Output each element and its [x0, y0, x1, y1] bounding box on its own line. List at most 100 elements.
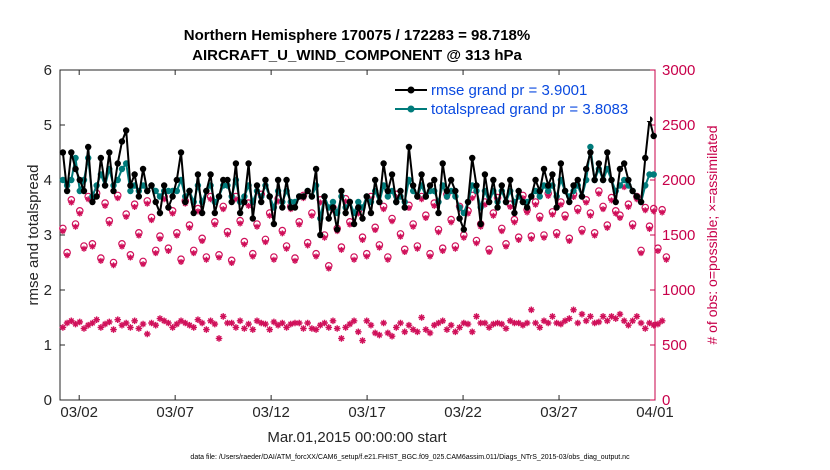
y-axis-left-label: rmse and totalspread — [25, 165, 42, 306]
rmse-point — [405, 143, 413, 151]
obs-assimilated-point — [329, 317, 337, 325]
obs-assimilated-point — [283, 245, 290, 252]
obs-assimilated-point — [72, 223, 79, 230]
rmse-point — [80, 187, 88, 195]
obs-assimilated-point — [477, 319, 484, 327]
rmse-point — [414, 193, 421, 200]
obs-assimilated-point — [490, 320, 497, 328]
obs-assimilated-point — [173, 320, 181, 328]
rmse-point — [393, 198, 400, 206]
obs-assimilated-point — [359, 236, 366, 243]
obs-assimilated-point — [485, 324, 493, 331]
obs-assimilated-point — [296, 221, 303, 228]
x-tick-label: 03/02 — [60, 404, 98, 421]
rmse-point — [131, 171, 138, 178]
obs-assimilated-point — [224, 319, 231, 327]
rmse-point — [63, 187, 71, 195]
obs-assimilated-point — [110, 262, 117, 269]
legend: rmse grand pr = 3.9001 totalspread grand… — [390, 79, 650, 121]
obs-assimilated-point — [435, 319, 442, 327]
rmse-point — [312, 165, 320, 173]
obs-assimilated-point — [93, 316, 100, 323]
rmse-point — [68, 149, 75, 156]
obs-assimilated-point — [148, 319, 155, 327]
obs-assimilated-point — [422, 214, 429, 221]
obs-assimilated-point — [367, 321, 375, 329]
x-tick-label: 03/07 — [156, 404, 194, 421]
obs-assimilated-point — [616, 214, 623, 221]
obs-assimilated-point — [59, 228, 66, 235]
obs-assimilated-point — [549, 313, 556, 320]
y-left-tick-label: 3 — [44, 227, 52, 244]
obs-assimilated-point — [351, 256, 358, 263]
rmse-point — [616, 165, 624, 173]
obs-assimilated-point — [570, 306, 577, 314]
obs-assimilated-point — [523, 319, 531, 327]
obs-assimilated-point — [110, 326, 117, 333]
obs-assimilated-point — [620, 317, 628, 325]
obs-assimilated-point — [448, 219, 455, 226]
rmse-point — [574, 176, 581, 184]
x-tick-label: 03/17 — [348, 404, 386, 421]
obs-assimilated-point — [152, 321, 160, 329]
y-axis-right-label: # of obs: o=possible; ×=assimilated — [704, 125, 720, 344]
obs-assimilated-point — [254, 223, 261, 230]
legend-rmse-marker — [407, 86, 415, 94]
obs-assimilated-point — [114, 316, 122, 323]
legend-rmse-label: rmse grand pr = 3.9001 — [431, 82, 587, 99]
obs-assimilated-point — [232, 324, 240, 331]
obs-assimilated-point — [578, 229, 585, 236]
rmse-point — [228, 198, 235, 206]
obs-assimilated-point — [122, 319, 130, 327]
rmse-point — [114, 160, 121, 167]
rmse-point — [566, 198, 573, 206]
obs-assimilated-point — [127, 324, 134, 331]
obs-assimilated-point — [262, 320, 269, 328]
obs-assimilated-point — [553, 232, 560, 239]
obs-assimilated-point — [595, 190, 602, 197]
obs-assimilated-point — [633, 313, 641, 320]
obs-assimilated-point — [216, 254, 223, 261]
rmse-point — [532, 176, 539, 184]
rmse-point — [633, 193, 641, 200]
rmse-point — [528, 193, 535, 200]
obs-assimilated-point — [540, 234, 547, 241]
obs-assimilated-point — [76, 210, 83, 217]
obs-assimilated-point — [490, 212, 497, 219]
obs-assimilated-point — [502, 325, 510, 332]
rmse-point — [304, 187, 311, 195]
rmse-point — [308, 193, 316, 200]
obs-assimilated-point — [430, 321, 438, 329]
rmse-point — [371, 176, 379, 184]
legend-spread-label: totalspread grand pr = 3.8083 — [431, 101, 628, 118]
rmse-point — [452, 187, 459, 195]
rmse-point — [431, 176, 438, 184]
obs-assimilated-point — [198, 319, 206, 327]
obs-assimilated-point — [431, 202, 438, 209]
obs-assimilated-point — [452, 245, 459, 252]
rmse-point — [591, 176, 598, 184]
obs-assimilated-point — [241, 241, 248, 248]
obs-assimilated-point — [646, 319, 653, 327]
rmse-point — [127, 182, 134, 189]
obs-assimilated-point — [211, 221, 218, 228]
rmse-point — [169, 193, 176, 200]
obs-assimilated-point — [308, 212, 315, 219]
obs-assimilated-point — [465, 210, 472, 217]
obs-assimilated-point — [279, 230, 286, 237]
obs-assimilated-point — [207, 196, 214, 203]
rmse-point — [211, 209, 219, 217]
totalspread-point — [384, 193, 392, 200]
obs-assimilated-point — [650, 208, 657, 215]
rmse-point — [245, 160, 252, 167]
rmse-point — [72, 165, 79, 173]
rmse-point — [519, 198, 527, 206]
rmse-point — [249, 215, 256, 222]
rmse-point — [283, 176, 290, 184]
rmse-point — [587, 149, 594, 156]
obs-assimilated-point — [173, 232, 180, 239]
obs-assimilated-point — [228, 319, 235, 327]
rmse-point — [557, 160, 565, 167]
obs-assimilated-point — [338, 246, 345, 253]
obs-assimilated-point — [194, 208, 201, 215]
